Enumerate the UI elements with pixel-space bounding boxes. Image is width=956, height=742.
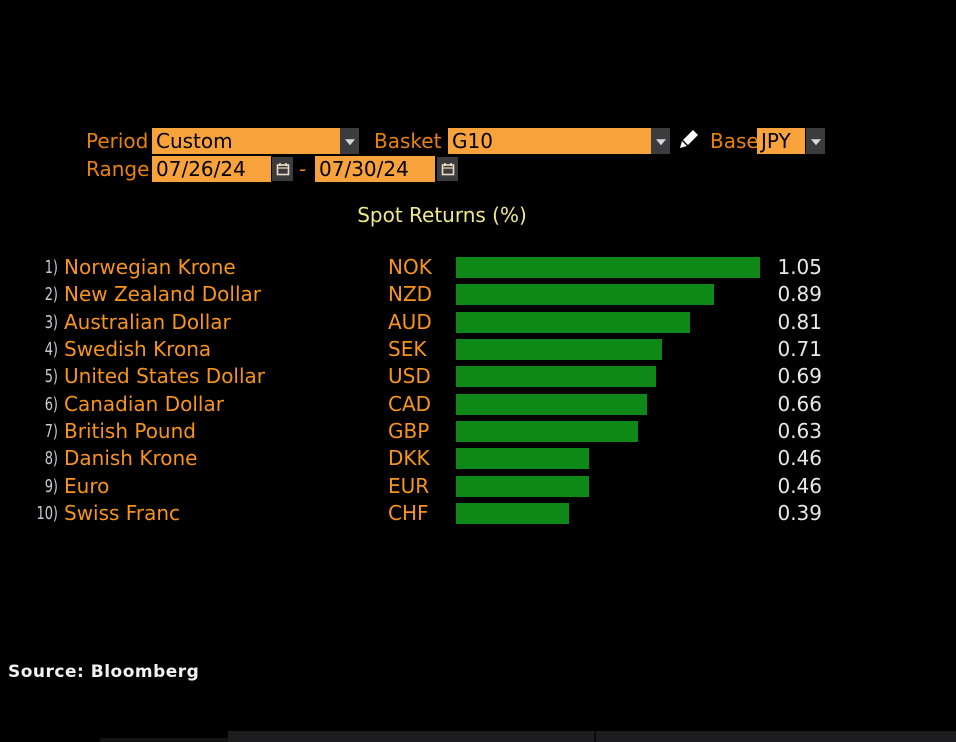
- currency-name-label: British Pound: [64, 419, 196, 444]
- rank-label: 5): [44, 366, 58, 388]
- return-value-label: 0.89: [777, 282, 822, 307]
- chevron-down-icon: [810, 139, 821, 146]
- return-bar: [456, 503, 569, 525]
- currency-name-label: Swiss Franc: [64, 501, 181, 526]
- return-value-label: 0.39: [777, 501, 822, 526]
- currency-row: 9) Euro EUR 0.46: [0, 473, 956, 500]
- currency-name-label: Canadian Dollar: [64, 391, 224, 416]
- taskbar-divider: [594, 731, 596, 742]
- return-bar: [456, 475, 589, 497]
- return-bar: [456, 311, 690, 333]
- rank-label: 9): [44, 475, 58, 497]
- currency-code-label: CHF: [388, 501, 429, 526]
- currency-row: 2) New Zealand Dollar NZD 0.89: [0, 281, 956, 308]
- currency-row: 6) Canadian Dollar CAD 0.66: [0, 391, 956, 418]
- range-separator: -: [299, 157, 307, 181]
- return-value-label: 0.46: [777, 446, 822, 471]
- currency-code-label: NOK: [388, 255, 432, 279]
- return-value-label: 0.46: [777, 473, 822, 498]
- return-bar: [456, 366, 656, 388]
- rank-label: 4): [44, 339, 58, 361]
- range-start-calendar-button[interactable]: [272, 157, 293, 181]
- currency-row: 8) Danish Krone DKK 0.46: [0, 445, 956, 472]
- rank-label: 3): [44, 311, 58, 333]
- currency-row: 1) Norwegian Krone NOK 1.05: [0, 254, 956, 281]
- currency-code-label: SEK: [388, 337, 427, 362]
- currency-code-label: NZD: [388, 282, 433, 307]
- period-label: Period: [86, 129, 149, 153]
- bottom-taskbar-strip: [228, 731, 956, 742]
- calendar-icon: [276, 163, 289, 176]
- return-bar: [456, 257, 760, 278]
- chevron-down-icon: [344, 139, 355, 146]
- currency-code-label: EUR: [388, 473, 430, 498]
- basket-input[interactable]: G10: [448, 128, 651, 154]
- return-bar: [456, 421, 638, 443]
- currency-name-label: Danish Krone: [64, 446, 198, 471]
- edit-basket-button[interactable]: [674, 128, 700, 154]
- base-dropdown-button[interactable]: [806, 128, 825, 154]
- calendar-icon: [441, 163, 454, 176]
- range-label: Range: [86, 157, 150, 181]
- pencil-icon: [680, 130, 698, 148]
- currency-code-label: DKK: [388, 446, 430, 471]
- chevron-down-icon: [655, 139, 666, 146]
- rank-label: 8): [44, 448, 58, 470]
- return-value-label: 1.05: [777, 255, 822, 279]
- currency-row: 10) Swiss Franc CHF 0.39: [0, 500, 956, 527]
- return-bar: [456, 284, 714, 306]
- base-input[interactable]: JPY: [757, 128, 805, 154]
- period-input[interactable]: Custom: [152, 128, 340, 154]
- period-dropdown-button[interactable]: [340, 128, 359, 154]
- return-value-label: 0.66: [777, 391, 822, 416]
- rank-label: 6): [44, 393, 58, 415]
- currency-code-label: GBP: [388, 419, 430, 444]
- rank-label: 10): [36, 503, 58, 525]
- currency-code-label: AUD: [388, 309, 432, 334]
- currency-row: 4) Swedish Krona SEK 0.71: [0, 336, 956, 363]
- base-label: Base: [710, 129, 759, 153]
- return-value-label: 0.69: [777, 364, 822, 389]
- return-value-label: 0.71: [777, 337, 822, 362]
- bottom-strip-stub: [100, 738, 228, 742]
- currency-row: 5) United States Dollar USD 0.69: [0, 363, 956, 390]
- currency-code-label: CAD: [388, 391, 432, 416]
- range-start-input[interactable]: 07/26/24: [152, 156, 271, 182]
- basket-label: Basket: [374, 129, 442, 153]
- range-end-input[interactable]: 07/30/24: [315, 156, 435, 182]
- return-value-label: 0.63: [777, 419, 822, 444]
- currency-code-label: USD: [388, 364, 431, 389]
- source-attribution: Source: Bloomberg: [8, 662, 200, 682]
- rank-label: 1): [44, 257, 58, 278]
- rank-label: 7): [44, 421, 58, 443]
- currency-row: 3) Australian Dollar AUD 0.81: [0, 309, 956, 336]
- currency-name-label: New Zealand Dollar: [64, 282, 262, 307]
- return-value-label: 0.81: [777, 309, 822, 334]
- currency-name-label: Norwegian Krone: [64, 255, 236, 279]
- return-bar: [456, 339, 662, 361]
- rank-label: 2): [44, 284, 58, 306]
- currency-name-label: Australian Dollar: [64, 309, 231, 334]
- range-end-calendar-button[interactable]: [437, 157, 458, 181]
- currency-name-label: Swedish Krona: [64, 337, 212, 362]
- currency-row: 7) British Pound GBP 0.63: [0, 418, 956, 445]
- return-bar: [456, 393, 647, 415]
- currency-name-label: United States Dollar: [64, 364, 266, 389]
- chart-title: Spot Returns (%): [357, 203, 527, 227]
- basket-dropdown-button[interactable]: [651, 128, 670, 154]
- return-bar: [456, 448, 589, 470]
- currency-name-label: Euro: [64, 473, 110, 498]
